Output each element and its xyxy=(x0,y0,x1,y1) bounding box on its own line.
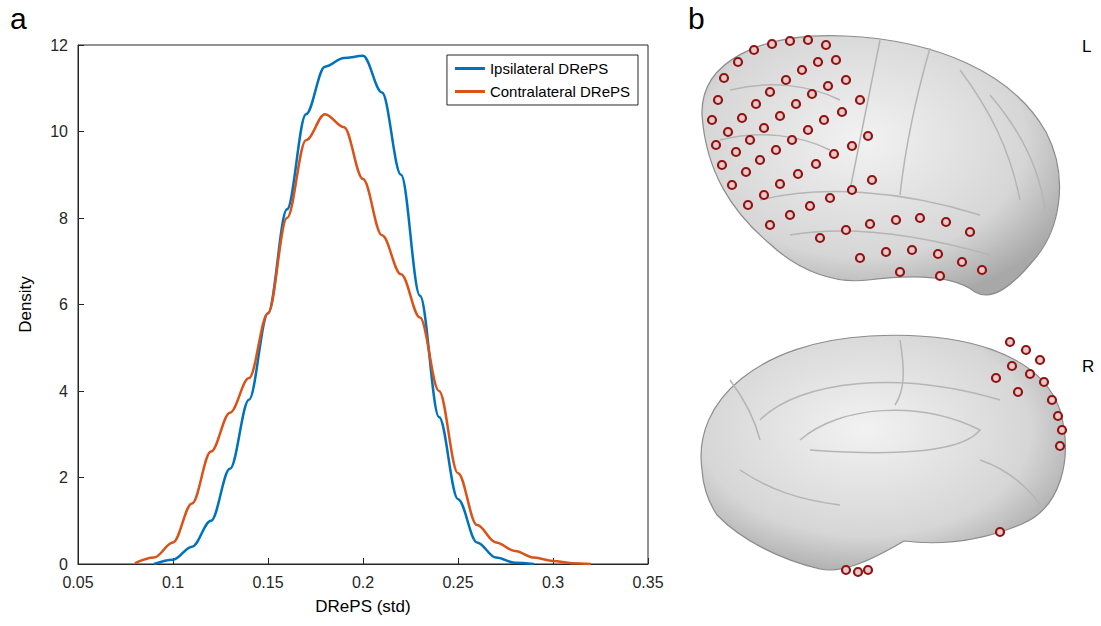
svg-text:Density: Density xyxy=(16,276,35,333)
svg-text:L: L xyxy=(1082,37,1091,56)
svg-text:0.35: 0.35 xyxy=(632,574,663,591)
html-text:b: b xyxy=(688,2,705,35)
svg-text:12: 12 xyxy=(50,37,68,54)
svg-text:0: 0 xyxy=(59,556,68,573)
svg-text:8: 8 xyxy=(59,210,68,227)
svg-text:DRePS (std): DRePS (std) xyxy=(315,597,410,616)
html-text:a: a xyxy=(10,2,27,35)
svg-text:Ipsilateral DRePS: Ipsilateral DRePS xyxy=(490,60,608,77)
svg-text:0.2: 0.2 xyxy=(352,574,374,591)
svg-text:4: 4 xyxy=(59,383,68,400)
svg-text:0.25: 0.25 xyxy=(442,574,473,591)
svg-text:0.1: 0.1 xyxy=(162,574,184,591)
svg-text:2: 2 xyxy=(59,469,68,486)
svg-text:0.15: 0.15 xyxy=(252,574,283,591)
svg-text:0.05: 0.05 xyxy=(62,574,93,591)
svg-text:10: 10 xyxy=(50,123,68,140)
svg-text:0.3: 0.3 xyxy=(542,574,564,591)
svg-text:6: 6 xyxy=(59,296,68,313)
svg-text:Contralateral DRePS: Contralateral DRePS xyxy=(490,83,630,100)
svg-text:R: R xyxy=(1082,357,1094,376)
